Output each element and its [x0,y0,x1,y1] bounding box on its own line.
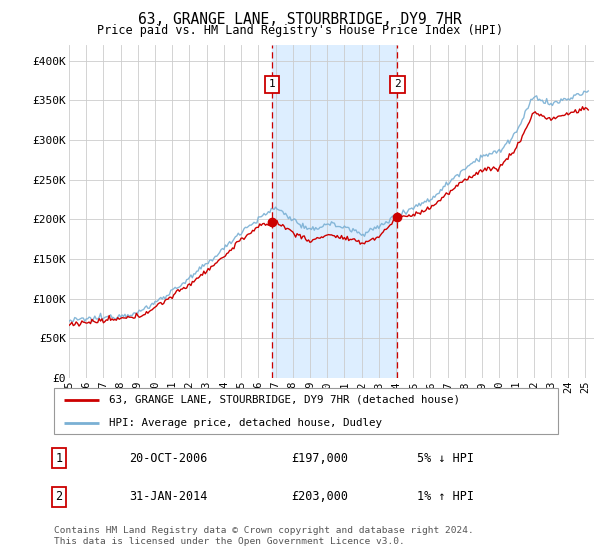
Text: 63, GRANGE LANE, STOURBRIDGE, DY9 7HR: 63, GRANGE LANE, STOURBRIDGE, DY9 7HR [138,12,462,27]
Text: Price paid vs. HM Land Registry's House Price Index (HPI): Price paid vs. HM Land Registry's House … [97,24,503,37]
Text: £197,000: £197,000 [291,451,348,465]
Text: 2: 2 [55,490,62,503]
Text: 5% ↓ HPI: 5% ↓ HPI [417,451,474,465]
Text: 63, GRANGE LANE, STOURBRIDGE, DY9 7HR (detached house): 63, GRANGE LANE, STOURBRIDGE, DY9 7HR (d… [109,395,460,404]
Text: HPI: Average price, detached house, Dudley: HPI: Average price, detached house, Dudl… [109,418,382,427]
Text: 1: 1 [55,451,62,465]
Text: 2: 2 [394,80,401,90]
Text: 1: 1 [269,80,275,90]
Text: 31-JAN-2014: 31-JAN-2014 [130,490,208,503]
Bar [272,45,397,378]
Text: 1% ↑ HPI: 1% ↑ HPI [417,490,474,503]
Text: Contains HM Land Registry data © Crown copyright and database right 2024.
This d: Contains HM Land Registry data © Crown c… [54,526,474,546]
Text: £203,000: £203,000 [291,490,348,503]
FancyBboxPatch shape [54,388,558,434]
Text: 20-OCT-2006: 20-OCT-2006 [130,451,208,465]
